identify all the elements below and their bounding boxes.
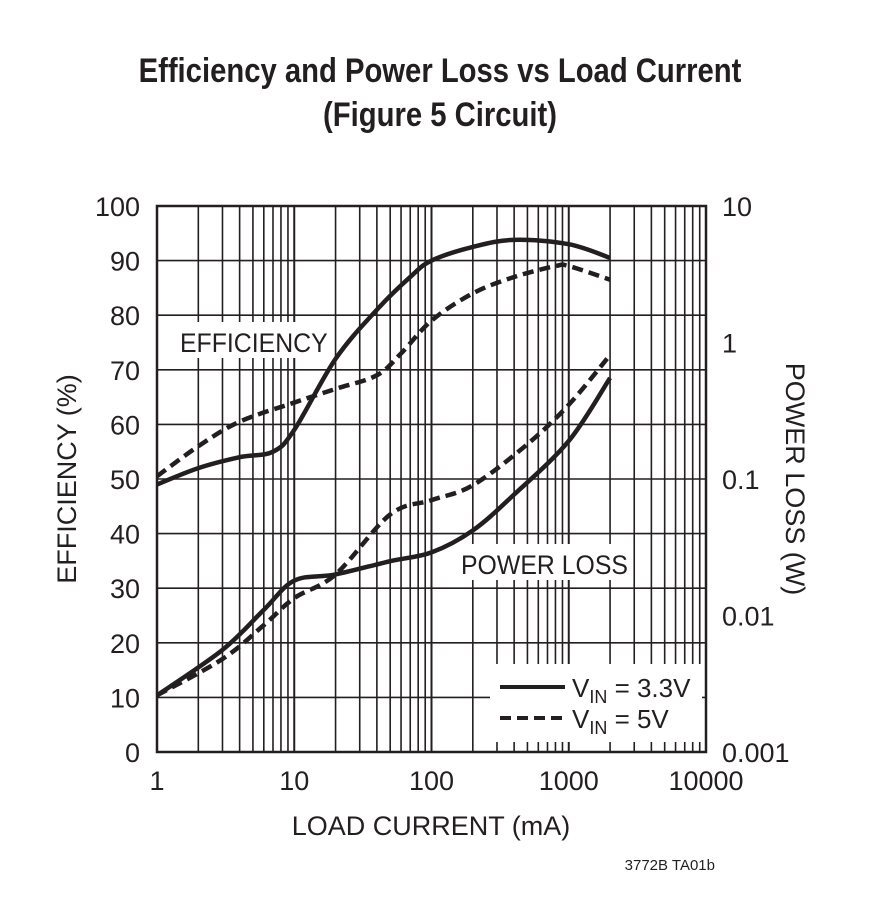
x-tick-label: 10 bbox=[279, 766, 309, 796]
y-tick-label: 0 bbox=[125, 738, 140, 768]
y2-tick-label: 0.01 bbox=[722, 602, 775, 632]
curves bbox=[155, 237, 612, 698]
y-tick-label: 10 bbox=[110, 683, 140, 713]
figure-code: 3772B TA01b bbox=[625, 857, 715, 874]
chart-subtitle: (Figure 5 Circuit) bbox=[323, 96, 557, 134]
y-tick-label: 30 bbox=[110, 574, 140, 604]
y-tick-label: 20 bbox=[110, 629, 140, 659]
efficiency-dashed-curve bbox=[155, 262, 611, 479]
y-tick-label: 40 bbox=[110, 520, 140, 550]
plot-frame bbox=[155, 204, 708, 754]
x-tick-label: 10000 bbox=[668, 766, 743, 796]
y-tick-label: 90 bbox=[110, 247, 140, 277]
power-loss-annotation: POWER LOSS bbox=[461, 551, 628, 580]
y-tick-label: 60 bbox=[110, 410, 140, 440]
power_loss-dashed-curve bbox=[155, 353, 612, 698]
chart-title: Efficiency and Power Loss vs Load Curren… bbox=[138, 52, 742, 90]
efficiency-solid-curve bbox=[156, 237, 611, 487]
x-axis-label: LOAD CURRENT (mA) bbox=[292, 811, 571, 841]
y2-tick-label: 0.1 bbox=[722, 465, 760, 495]
x-tick-label: 1 bbox=[149, 766, 164, 796]
y-tick-label: 50 bbox=[110, 465, 140, 495]
tick-labels: 1 10 100 1000 10000 0 10 20 30 40 50 60 70 80 90 100 0.0… bbox=[95, 192, 790, 796]
grid bbox=[156, 205, 706, 753]
y-axis-label: EFFICIENCY (%) bbox=[52, 374, 82, 584]
legend-label-3v3: VIN = 3.3V bbox=[572, 673, 691, 707]
y2-tick-label: 1 bbox=[722, 329, 737, 359]
y-tick-label: 100 bbox=[95, 192, 140, 222]
y-tick-label: 80 bbox=[110, 301, 140, 331]
legend-label-5v: VIN = 5V bbox=[572, 704, 669, 738]
x-tick-label: 1000 bbox=[539, 766, 599, 796]
label-masks bbox=[175, 322, 702, 742]
y2-axis-label: POWER LOSS (W) bbox=[780, 363, 810, 596]
y2-tick-label: 0.001 bbox=[722, 738, 790, 768]
y-tick-label: 70 bbox=[110, 356, 140, 386]
y2-tick-label: 10 bbox=[722, 192, 752, 222]
power_loss-solid-curve bbox=[155, 376, 612, 698]
x-tick-label: 100 bbox=[409, 766, 454, 796]
efficiency-annotation: EFFICIENCY bbox=[180, 329, 328, 358]
legend: VIN = 3.3V VIN = 5V bbox=[500, 673, 691, 738]
